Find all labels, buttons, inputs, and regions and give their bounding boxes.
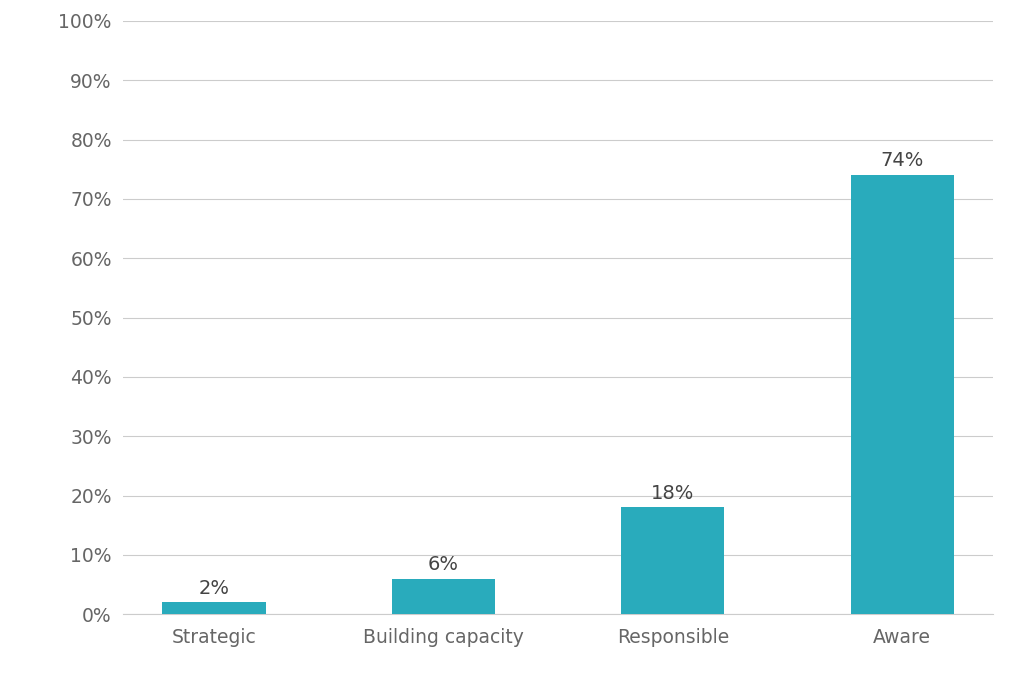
Bar: [851, 175, 953, 614]
Text: 6%: 6%: [428, 555, 459, 574]
Bar: [163, 602, 265, 614]
Text: 74%: 74%: [881, 151, 924, 170]
Text: 18%: 18%: [651, 484, 694, 503]
Bar: [622, 507, 724, 614]
Text: 2%: 2%: [199, 579, 229, 597]
Bar: [392, 579, 495, 614]
